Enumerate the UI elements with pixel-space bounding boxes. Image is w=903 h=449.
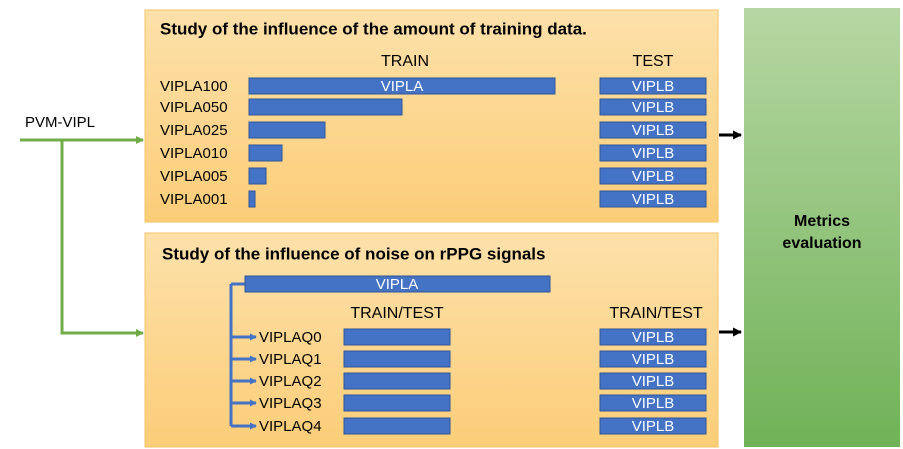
bar-label: VIPLB [632,168,675,185]
row-label: VIPLA025 [160,122,228,139]
row-label: VIPLA001 [160,191,228,208]
bar [343,372,451,390]
panel-title: Study of the influence of the amount of … [160,19,587,38]
column-header: TEST [633,53,674,70]
bar-label: VIPLB [632,122,675,139]
flow-arrow [60,140,144,337]
row-label: VIPLAQ2 [259,373,322,390]
bar [248,98,403,116]
bar [248,144,283,162]
bar-label: VIPLB [632,418,675,435]
bar-label: VIPLB [632,329,675,346]
bar [248,121,326,139]
column-header: TRAIN [381,53,429,70]
row-label: VIPLAQ4 [259,418,322,435]
bar-label: VIPLB [632,395,675,412]
bar [343,328,451,346]
row-label: VIPLA005 [160,168,228,185]
bar [599,121,707,139]
bar [599,372,707,390]
bar-label: VIPLB [632,351,675,368]
row-label: VIPLAQ0 [259,329,322,346]
bar [343,350,451,368]
bar [599,77,707,95]
bar [248,190,256,208]
panel-title: Study of the influence of noise on rPPG … [162,244,546,263]
bar-label: VIPLA [381,78,424,95]
bar-label: VIPLB [632,78,675,95]
bar-label: VIPLB [632,191,675,208]
bar [599,328,707,346]
bar [599,394,707,412]
bar [343,394,451,412]
bar-label: VIPLB [632,373,675,390]
row-label: VIPLAQ1 [259,351,322,368]
row-label: VIPLA050 [160,99,228,116]
bar [599,144,707,162]
bar [599,417,707,435]
metrics-label: Metrics [794,213,850,230]
row-label: VIPLA010 [160,145,228,162]
bar [248,167,267,185]
source-label: PVM-VIPL [25,114,95,131]
bar [343,417,451,435]
row-label: VIPLAQ3 [259,395,322,412]
bar [599,350,707,368]
column-header: TRAIN/TEST [350,305,444,322]
column-header: TRAIN/TEST [609,305,703,322]
panel-amount [144,9,719,223]
metrics-label: evaluation [782,235,861,252]
bar-label: VIPLA [376,276,419,293]
bar [599,98,707,116]
bar [599,190,707,208]
bar-label: VIPLB [632,145,675,162]
bar [599,167,707,185]
bar-label: VIPLB [632,99,675,116]
row-label: VIPLA100 [160,78,228,95]
bar [248,77,556,95]
bar [244,275,551,293]
metrics-panel [744,8,900,447]
